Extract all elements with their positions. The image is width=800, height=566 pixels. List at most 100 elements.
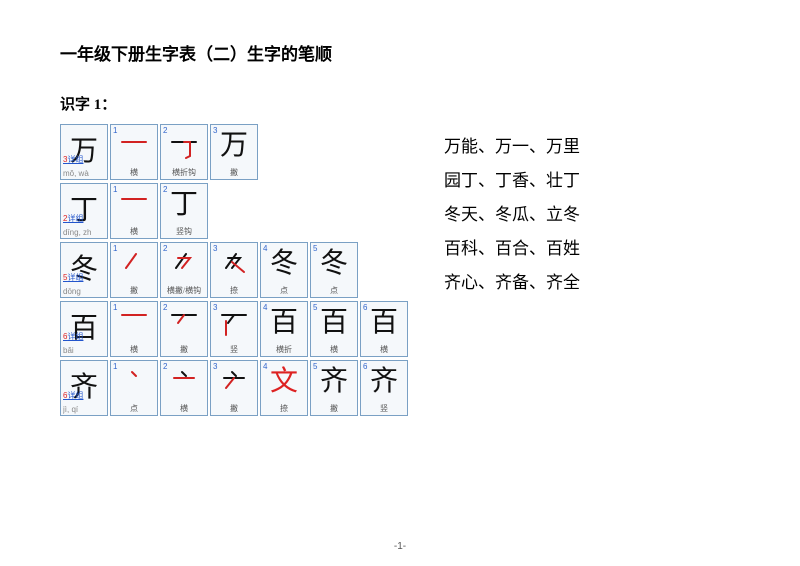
stroke-name-label: 横 bbox=[111, 226, 157, 238]
stroke-glyph bbox=[161, 125, 207, 167]
stroke-glyph: 丁 bbox=[161, 184, 207, 226]
stroke-glyph bbox=[111, 361, 157, 403]
stroke-glyph: 万 bbox=[211, 125, 257, 167]
detail-link[interactable]: 5详组 bbox=[63, 272, 83, 283]
stroke-number: 4 bbox=[263, 362, 267, 371]
stroke-name-label: 撇 bbox=[211, 403, 257, 415]
stroke-card: 5齐撇 bbox=[310, 360, 358, 416]
stroke-number: 1 bbox=[113, 303, 117, 312]
stroke-number: 5 bbox=[313, 362, 317, 371]
stroke-card: 2 横折钩 bbox=[160, 124, 208, 180]
stroke-grid: 万3详组mǒ, wà1横2横折钩3万撇丁2详组dīng, zh1横2丁竖钩冬5详… bbox=[60, 124, 408, 419]
stroke-card: 5冬点 bbox=[310, 242, 358, 298]
stroke-glyph bbox=[111, 243, 157, 285]
pinyin-label: bǎi bbox=[63, 346, 107, 355]
stroke-name-label: 横 bbox=[311, 344, 357, 356]
stroke-card: 5百横 bbox=[310, 301, 358, 357]
stroke-name-label: 捺 bbox=[211, 285, 257, 297]
stroke-name-label: 横折钩 bbox=[161, 167, 207, 179]
stroke-glyph bbox=[111, 125, 157, 167]
stroke-glyph: 百 bbox=[311, 302, 357, 344]
stroke-number: 2 bbox=[163, 185, 167, 194]
stroke-glyph: 百 bbox=[261, 302, 307, 344]
stroke-number: 3 bbox=[213, 126, 217, 135]
pinyin-label: dīng, zh bbox=[63, 228, 107, 237]
stroke-card: 4百横折 bbox=[260, 301, 308, 357]
stroke-glyph: 齐 bbox=[311, 361, 357, 403]
character-head-card: 冬5详组dōng bbox=[60, 242, 108, 298]
stroke-number: 2 bbox=[163, 244, 167, 253]
stroke-glyph: 文 bbox=[261, 361, 307, 403]
vocab-line: 冬天、冬瓜、立冬 bbox=[444, 198, 740, 232]
stroke-row: 冬5详组dōng1撇2横撇/横钩3捺4冬点5冬点 bbox=[60, 242, 408, 298]
stroke-card: 3撇 bbox=[210, 360, 258, 416]
stroke-glyph bbox=[161, 243, 207, 285]
stroke-glyph bbox=[211, 243, 257, 285]
stroke-row: 齐6详组jì, qí1点2横3撇4文捺5齐撇6齐竖 bbox=[60, 360, 408, 416]
stroke-number: 5 bbox=[313, 303, 317, 312]
stroke-name-label: 竖 bbox=[211, 344, 257, 356]
detail-link[interactable]: 6详组 bbox=[63, 331, 83, 342]
stroke-name-label: 点 bbox=[311, 285, 357, 297]
vocab-line: 百科、百合、百姓 bbox=[444, 232, 740, 266]
pinyin-label: jì, qí bbox=[63, 405, 107, 414]
stroke-card: 6百横 bbox=[360, 301, 408, 357]
stroke-glyph bbox=[111, 184, 157, 226]
character-head-card: 齐6详组jì, qí bbox=[60, 360, 108, 416]
stroke-card: 6齐竖 bbox=[360, 360, 408, 416]
vocab-line: 齐心、齐备、齐全 bbox=[444, 266, 740, 300]
stroke-card: 4文捺 bbox=[260, 360, 308, 416]
stroke-name-label: 点 bbox=[111, 403, 157, 415]
stroke-number: 6 bbox=[363, 303, 367, 312]
stroke-glyph: 百 bbox=[361, 302, 407, 344]
stroke-card: 1点 bbox=[110, 360, 158, 416]
stroke-row: 万3详组mǒ, wà1横2横折钩3万撇 bbox=[60, 124, 408, 180]
stroke-glyph bbox=[161, 361, 207, 403]
stroke-name-label: 横 bbox=[111, 344, 157, 356]
stroke-card: 2横 bbox=[160, 360, 208, 416]
stroke-glyph bbox=[211, 361, 257, 403]
stroke-name-label: 竖钩 bbox=[161, 226, 207, 238]
stroke-card: 1横 bbox=[110, 124, 158, 180]
pinyin-label: mǒ, wà bbox=[63, 169, 107, 178]
stroke-card: 2撇 bbox=[160, 301, 208, 357]
vocab-line: 园丁、丁香、壮丁 bbox=[444, 164, 740, 198]
stroke-row: 丁 2详组 dīng, zh1横2丁竖钩 bbox=[60, 183, 408, 239]
stroke-card: 1横 bbox=[110, 301, 158, 357]
stroke-number: 6 bbox=[363, 362, 367, 371]
stroke-number: 2 bbox=[163, 126, 167, 135]
vocab-line: 万能、万一、万里 bbox=[444, 130, 740, 164]
character-head-card: 百6详组bǎi bbox=[60, 301, 108, 357]
stroke-name-label: 横撇/横钩 bbox=[161, 285, 207, 297]
stroke-card: 2丁竖钩 bbox=[160, 183, 208, 239]
stroke-glyph bbox=[111, 302, 157, 344]
stroke-glyph: 冬 bbox=[311, 243, 357, 285]
page-number: -1- bbox=[394, 541, 406, 552]
stroke-card: 3万撇 bbox=[210, 124, 258, 180]
stroke-number: 1 bbox=[113, 362, 117, 371]
stroke-number: 3 bbox=[213, 303, 217, 312]
stroke-card: 1撇 bbox=[110, 242, 158, 298]
detail-link[interactable]: 2详组 bbox=[63, 213, 83, 224]
stroke-card: 1横 bbox=[110, 183, 158, 239]
stroke-glyph: 齐 bbox=[361, 361, 407, 403]
stroke-name-label: 撇 bbox=[311, 403, 357, 415]
stroke-number: 1 bbox=[113, 126, 117, 135]
stroke-name-label: 横 bbox=[111, 167, 157, 179]
stroke-glyph bbox=[211, 302, 257, 344]
stroke-number: 1 bbox=[113, 244, 117, 253]
detail-link[interactable]: 3详组 bbox=[63, 154, 83, 165]
stroke-name-label: 撇 bbox=[111, 285, 157, 297]
stroke-name-label: 撇 bbox=[211, 167, 257, 179]
content-area: 万3详组mǒ, wà1横2横折钩3万撇丁2详组dīng, zh1横2丁竖钩冬5详… bbox=[60, 124, 740, 419]
stroke-card: 4冬点 bbox=[260, 242, 308, 298]
stroke-number: 3 bbox=[213, 244, 217, 253]
section-label: 识字 1： bbox=[60, 93, 740, 114]
stroke-name-label: 横折 bbox=[261, 344, 307, 356]
detail-link[interactable]: 6详组 bbox=[63, 390, 83, 401]
stroke-number: 4 bbox=[263, 244, 267, 253]
stroke-name-label: 横 bbox=[161, 403, 207, 415]
stroke-name-label: 捺 bbox=[261, 403, 307, 415]
stroke-number: 2 bbox=[163, 362, 167, 371]
stroke-name-label: 横 bbox=[361, 344, 407, 356]
